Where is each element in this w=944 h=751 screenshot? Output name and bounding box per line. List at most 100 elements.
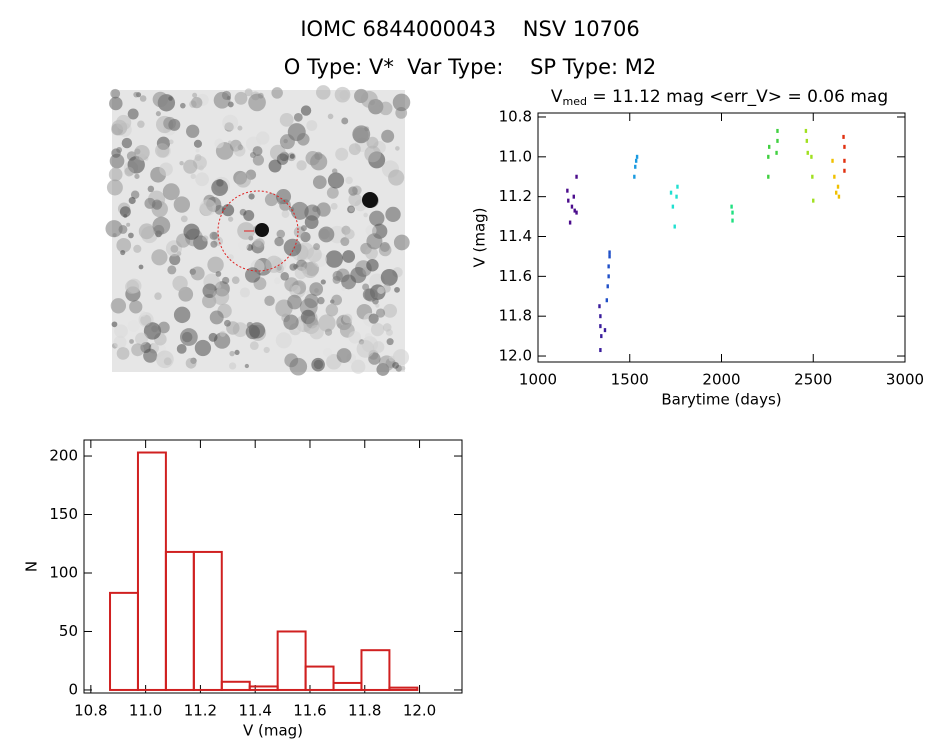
image-blob [133, 244, 142, 253]
image-blob [304, 293, 319, 309]
image-blob [289, 357, 308, 376]
image-blob [341, 274, 357, 290]
title-rest: = 11.12 mag <err_V> = 0.06 mag [587, 87, 888, 107]
data-point [775, 150, 778, 155]
image-blob [332, 270, 343, 282]
image-blob [366, 259, 379, 272]
x-tick-label: 2500 [794, 371, 832, 389]
image-blob [331, 294, 343, 306]
image-blob [382, 284, 391, 293]
x-tick-label: 1000 [519, 371, 557, 389]
image-blob [180, 328, 198, 346]
histogram-bar [304, 665, 335, 691]
data-point [566, 188, 569, 193]
image-blob [167, 265, 177, 275]
image-blob [208, 332, 218, 342]
data-point [812, 198, 815, 203]
image-blob [244, 88, 253, 97]
image-blob [316, 85, 331, 100]
image-blob [400, 365, 406, 371]
image-blob [248, 193, 255, 200]
image-blob [191, 96, 203, 109]
image-blob [243, 209, 255, 221]
data-point [768, 144, 771, 149]
data-point [676, 184, 679, 189]
image-blob [155, 111, 161, 117]
data-point [635, 154, 639, 159]
image-blob [300, 225, 307, 232]
x-tick-label: 3000 [886, 371, 924, 389]
image-blob [183, 159, 198, 174]
image-blob [369, 210, 385, 226]
image-blob [336, 348, 352, 363]
data-point [599, 348, 602, 353]
image-blob [138, 264, 144, 270]
image-blob [245, 324, 260, 340]
data-point [834, 190, 838, 195]
image-blob [186, 124, 200, 138]
data-point [673, 224, 676, 229]
data-point [575, 210, 578, 215]
data-point [776, 128, 779, 133]
image-blob [134, 148, 141, 155]
histogram-bar [332, 681, 363, 691]
image-blob [128, 232, 134, 239]
image-blob [222, 114, 239, 131]
image-blob [309, 325, 324, 340]
image-blob [234, 349, 240, 355]
image-blob [317, 296, 325, 305]
image-blob [248, 93, 266, 112]
star [362, 192, 378, 208]
image-blob [113, 335, 127, 349]
image-blob [140, 310, 147, 317]
image-blob [386, 338, 394, 346]
image-blob [364, 145, 382, 163]
data-point [599, 314, 602, 319]
image-blob [320, 279, 326, 285]
histogram-bar [360, 649, 391, 691]
image-blob [253, 238, 262, 247]
data-point [573, 208, 576, 213]
y-tick-label: 200 [49, 447, 78, 465]
image-blob [125, 279, 140, 294]
image-blob [152, 216, 171, 235]
x-tick-label: 2000 [702, 371, 740, 389]
data-point [843, 158, 846, 163]
data-point [634, 158, 638, 163]
data-point [836, 184, 840, 189]
image-blob [109, 96, 123, 111]
image-blob [351, 359, 366, 374]
data-point [598, 304, 601, 309]
image-blob [134, 173, 140, 179]
image-blob [207, 256, 224, 273]
image-blob [381, 129, 395, 143]
data-point [669, 190, 673, 195]
image-blob [372, 341, 385, 353]
image-blob [352, 127, 369, 143]
image-blob [294, 266, 308, 280]
image-blob [212, 288, 230, 306]
x-tick-label: 11.2 [184, 702, 217, 720]
image-blob [151, 249, 168, 266]
image-blob [366, 233, 383, 250]
y-tick-label: 50 [59, 622, 78, 640]
image-blob [213, 91, 231, 109]
data-point [568, 220, 572, 225]
image-blob [348, 186, 358, 196]
data-point [731, 218, 734, 223]
image-blob [331, 168, 338, 174]
image-blob [325, 303, 339, 317]
histogram-bar [248, 685, 279, 691]
image-blob [323, 347, 333, 357]
y-tick-label: 12.0 [499, 347, 532, 365]
image-blob [139, 95, 147, 102]
image-blob [249, 341, 259, 351]
data-point [633, 174, 636, 179]
y-tick-label: 11.0 [499, 147, 532, 165]
image-blob [326, 186, 339, 199]
image-blob [180, 215, 188, 223]
image-blob [116, 238, 132, 253]
image-blob [342, 250, 356, 263]
image-blob [356, 340, 375, 358]
x-tick-label: 11.0 [129, 702, 162, 720]
